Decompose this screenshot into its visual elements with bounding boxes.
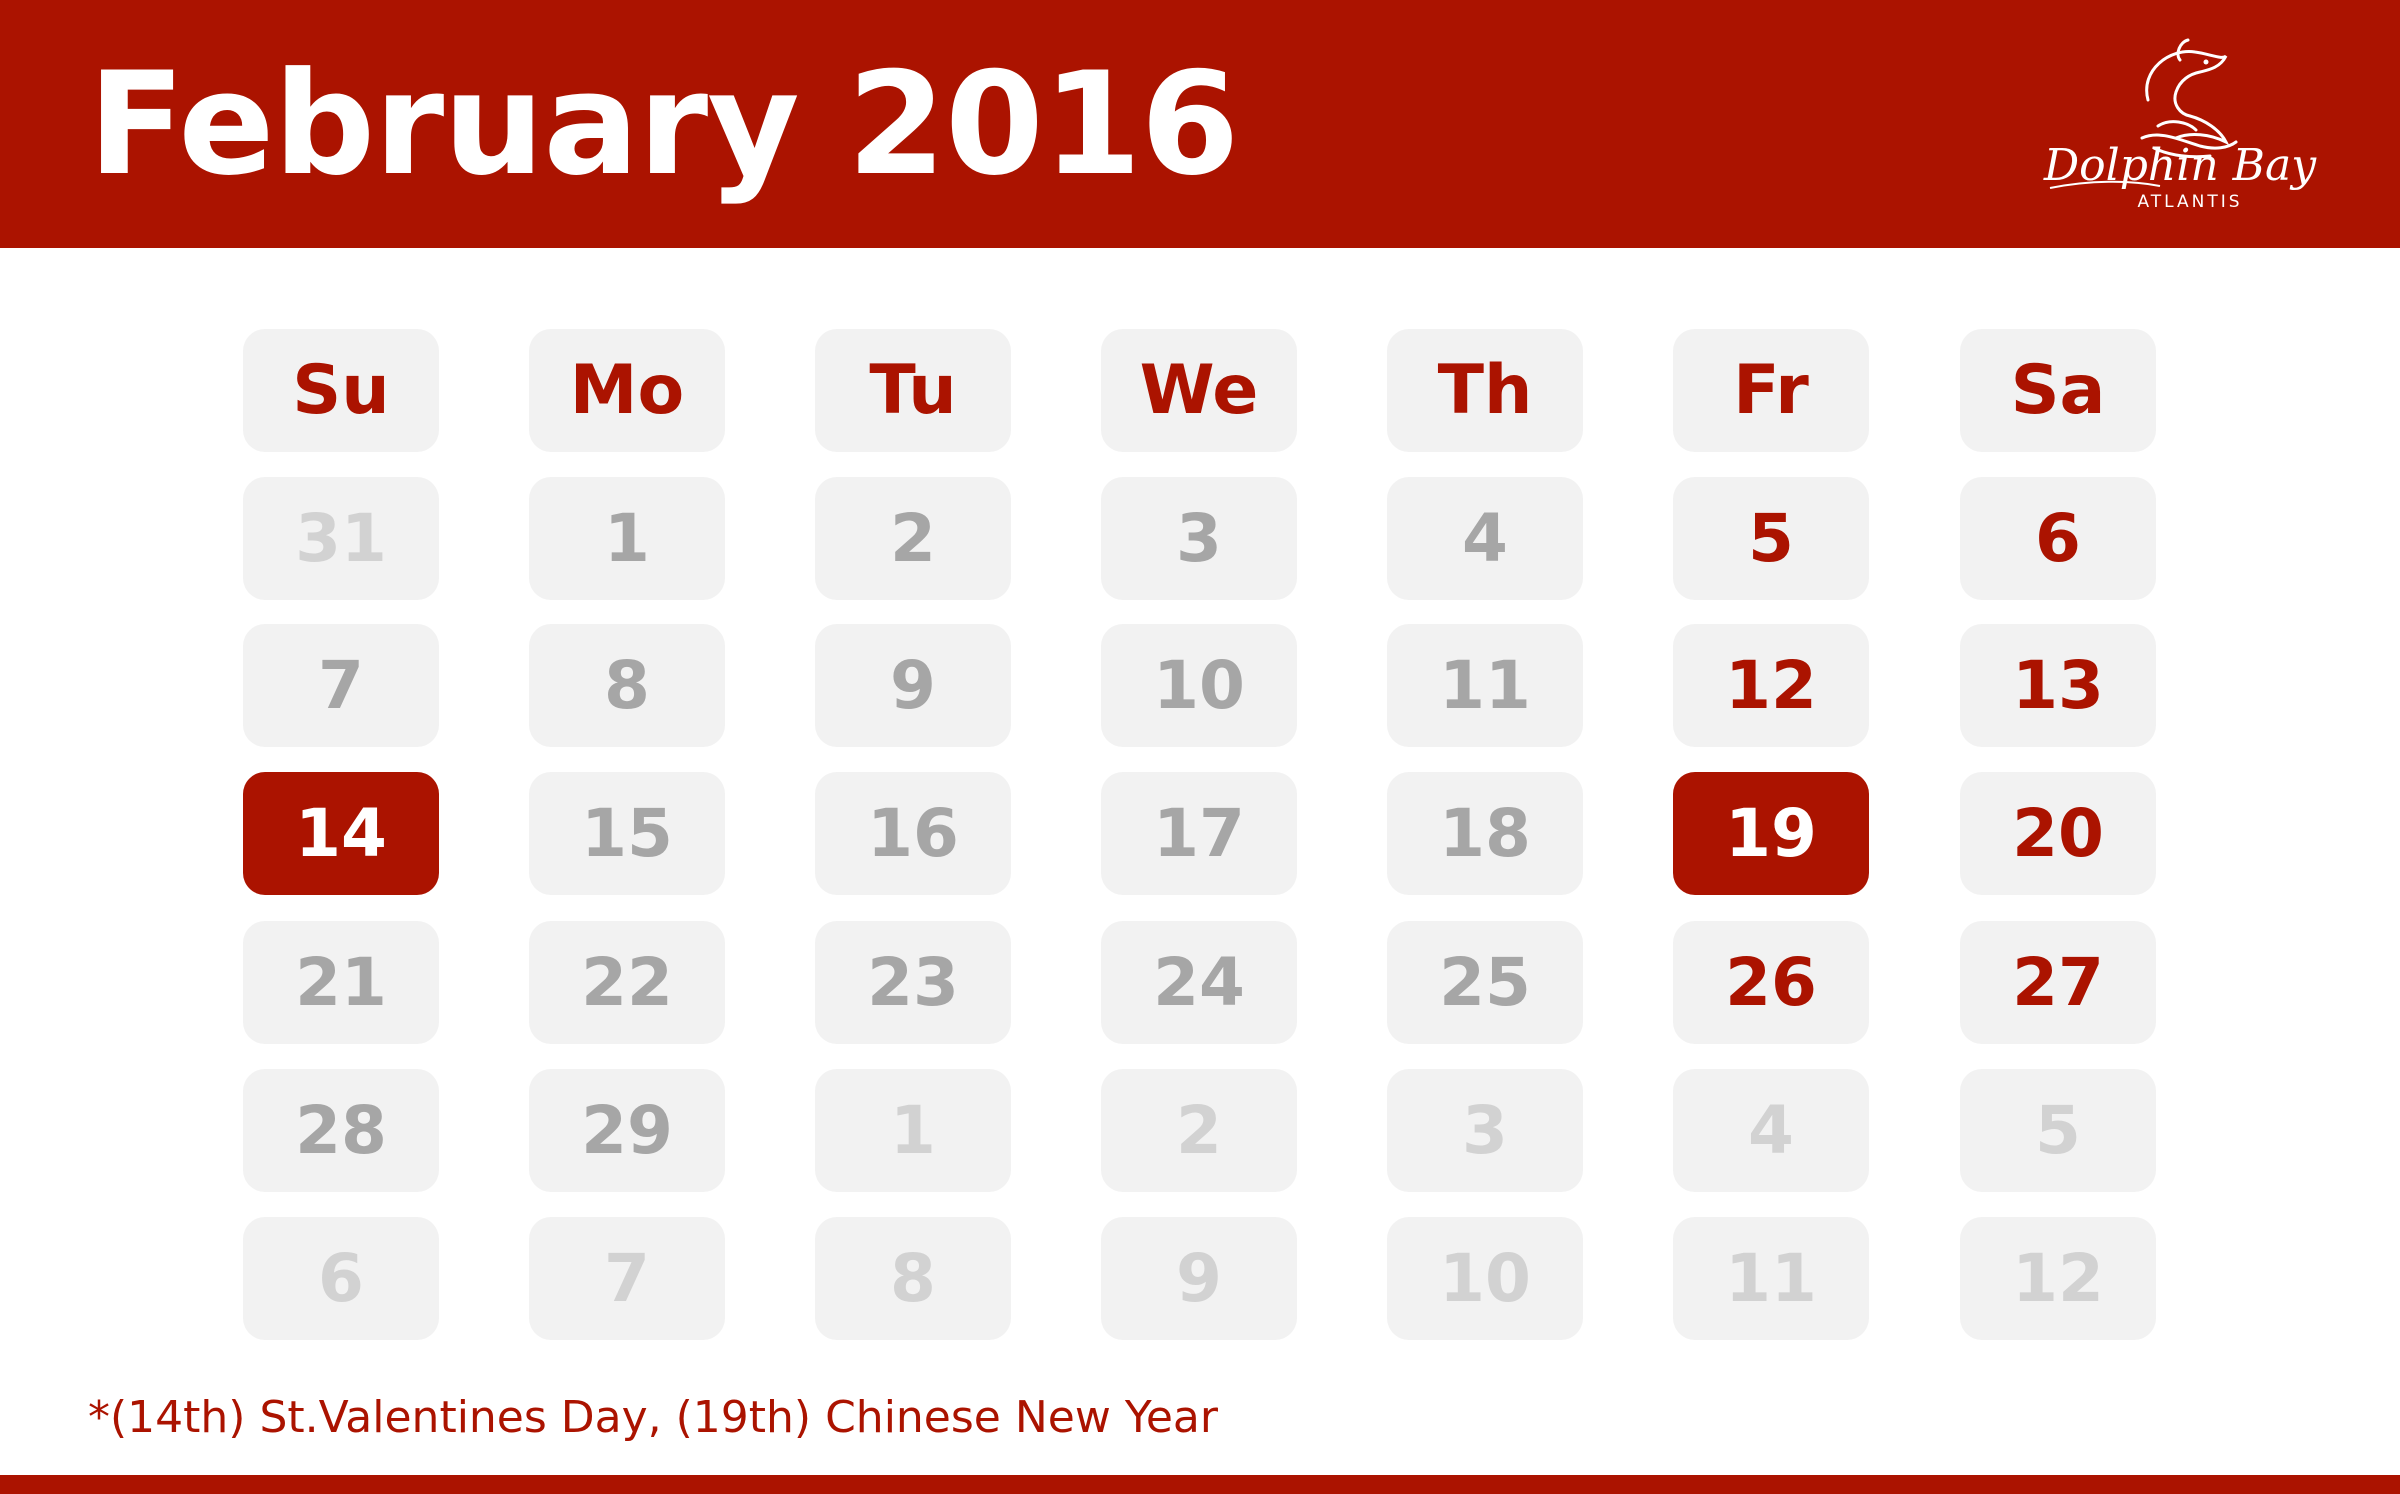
- other-month-day-cell: 7: [529, 1217, 725, 1340]
- day-cell: 15: [529, 772, 725, 895]
- weekday-header-saturday: Sa: [1960, 329, 2156, 452]
- day-cell: 13: [1960, 624, 2156, 747]
- other-month-day-cell: 9: [1101, 1217, 1297, 1340]
- day-cell: 6: [1960, 477, 2156, 600]
- day-cell: 11: [1387, 624, 1583, 747]
- other-month-day-cell: 1: [815, 1069, 1011, 1192]
- day-cell: 20: [1960, 772, 2156, 895]
- other-month-day-cell: 31: [243, 477, 439, 600]
- day-cell: 9: [815, 624, 1011, 747]
- dolphin-bay-logo: Dolphin Bay ATLANTIS: [2030, 30, 2330, 215]
- other-month-day-cell: 6: [243, 1217, 439, 1340]
- day-cell: 24: [1101, 921, 1297, 1044]
- day-cell: 18: [1387, 772, 1583, 895]
- weekday-header-thursday: Th: [1387, 329, 1583, 452]
- day-cell: 2: [815, 477, 1011, 600]
- day-cell: 4: [1387, 477, 1583, 600]
- day-cell: 28: [243, 1069, 439, 1192]
- holiday-day-cell: 19: [1673, 772, 1869, 895]
- header-banner: February 2016 Dolphin Bay ATLANTIS: [0, 0, 2400, 248]
- other-month-day-cell: 10: [1387, 1217, 1583, 1340]
- day-cell: 1: [529, 477, 725, 600]
- other-month-day-cell: 2: [1101, 1069, 1297, 1192]
- logo-subtext: ATLANTIS: [2137, 192, 2242, 212]
- day-cell: 10: [1101, 624, 1297, 747]
- other-month-day-cell: 4: [1673, 1069, 1869, 1192]
- day-cell: 27: [1960, 921, 2156, 1044]
- other-month-day-cell: 5: [1960, 1069, 2156, 1192]
- day-cell: 29: [529, 1069, 725, 1192]
- day-cell: 5: [1673, 477, 1869, 600]
- footer-bar: [0, 1475, 2400, 1494]
- day-cell: 16: [815, 772, 1011, 895]
- other-month-day-cell: 11: [1673, 1217, 1869, 1340]
- other-month-day-cell: 12: [1960, 1217, 2156, 1340]
- day-cell: 22: [529, 921, 725, 1044]
- page-title: February 2016: [88, 42, 1239, 207]
- weekday-header-monday: Mo: [529, 329, 725, 452]
- day-cell: 23: [815, 921, 1011, 1044]
- other-month-day-cell: 3: [1387, 1069, 1583, 1192]
- day-cell: 17: [1101, 772, 1297, 895]
- other-month-day-cell: 8: [815, 1217, 1011, 1340]
- day-cell: 3: [1101, 477, 1297, 600]
- day-cell: 25: [1387, 921, 1583, 1044]
- weekday-header-tuesday: Tu: [815, 329, 1011, 452]
- day-cell: 26: [1673, 921, 1869, 1044]
- holiday-day-cell: 14: [243, 772, 439, 895]
- day-cell: 8: [529, 624, 725, 747]
- holiday-footnote: *(14th) St.Valentines Day, (19th) Chines…: [88, 1392, 1218, 1443]
- weekday-header-sunday: Su: [243, 329, 439, 452]
- day-cell: 12: [1673, 624, 1869, 747]
- weekday-header-wednesday: We: [1101, 329, 1297, 452]
- day-cell: 7: [243, 624, 439, 747]
- day-cell: 21: [243, 921, 439, 1044]
- weekday-header-friday: Fr: [1673, 329, 1869, 452]
